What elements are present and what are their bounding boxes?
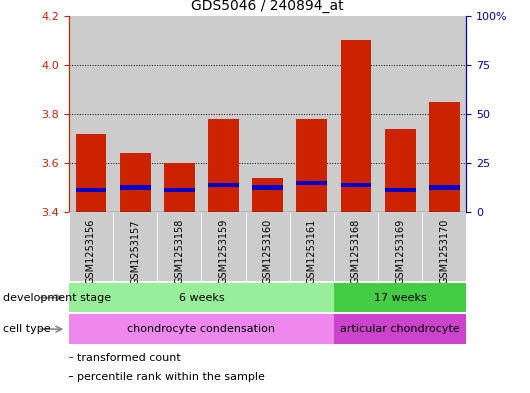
Bar [340, 183, 372, 187]
Bar [422, 16, 466, 212]
Bar [201, 212, 245, 281]
Bar [334, 314, 466, 344]
Bar [245, 16, 290, 212]
Text: 6 weeks: 6 weeks [179, 293, 224, 303]
Bar [290, 16, 334, 212]
Bar [69, 314, 334, 344]
Bar [69, 212, 113, 281]
Bar [429, 102, 460, 212]
Text: GSM1253157: GSM1253157 [130, 219, 140, 285]
Text: 17 weeks: 17 weeks [374, 293, 427, 303]
Bar [157, 212, 201, 281]
Bar [113, 16, 157, 212]
Bar [208, 183, 239, 187]
Text: cell type: cell type [3, 324, 50, 334]
Bar [429, 185, 460, 190]
Text: GSM1253156: GSM1253156 [86, 219, 96, 285]
Text: GSM1253170: GSM1253170 [439, 219, 449, 285]
Text: GSM1253159: GSM1253159 [218, 219, 228, 285]
Bar [378, 16, 422, 212]
Bar [334, 16, 378, 212]
Bar [252, 178, 283, 212]
Bar [69, 283, 334, 312]
Bar [422, 212, 466, 281]
Text: GSM1253169: GSM1253169 [395, 219, 405, 285]
Bar [201, 16, 245, 212]
Bar [164, 163, 195, 212]
Text: GSM1253158: GSM1253158 [174, 219, 184, 285]
Bar [76, 188, 107, 192]
Text: GSM1253160: GSM1253160 [263, 219, 272, 285]
Bar [157, 16, 201, 212]
Bar [385, 188, 416, 192]
Bar [69, 16, 113, 212]
Bar [69, 16, 113, 212]
Bar [334, 16, 378, 212]
Bar [164, 188, 195, 192]
Bar [76, 134, 107, 212]
Bar [120, 185, 151, 190]
Bar [296, 119, 328, 212]
Text: development stage: development stage [3, 293, 111, 303]
Bar [208, 119, 239, 212]
Text: articular chondrocyte: articular chondrocyte [340, 324, 460, 334]
Bar [334, 212, 378, 281]
Bar [245, 212, 290, 281]
Bar [296, 180, 328, 185]
Bar [340, 40, 372, 212]
Bar [157, 16, 201, 212]
Bar [378, 16, 422, 212]
Bar [422, 16, 466, 212]
Bar [252, 185, 283, 190]
Bar [290, 212, 334, 281]
Text: chondrocyte condensation: chondrocyte condensation [127, 324, 276, 334]
Text: percentile rank within the sample: percentile rank within the sample [77, 372, 264, 382]
Bar [378, 212, 422, 281]
Bar [290, 16, 334, 212]
Title: GDS5046 / 240894_at: GDS5046 / 240894_at [191, 0, 344, 13]
Bar [385, 129, 416, 212]
Bar [113, 16, 157, 212]
Bar [69, 376, 73, 377]
Bar [113, 212, 157, 281]
Text: GSM1253161: GSM1253161 [307, 219, 317, 285]
Text: transformed count: transformed count [77, 353, 181, 363]
Text: GSM1253168: GSM1253168 [351, 219, 361, 285]
Bar [334, 283, 466, 312]
Bar [201, 16, 245, 212]
Bar [245, 16, 290, 212]
Bar [120, 153, 151, 212]
